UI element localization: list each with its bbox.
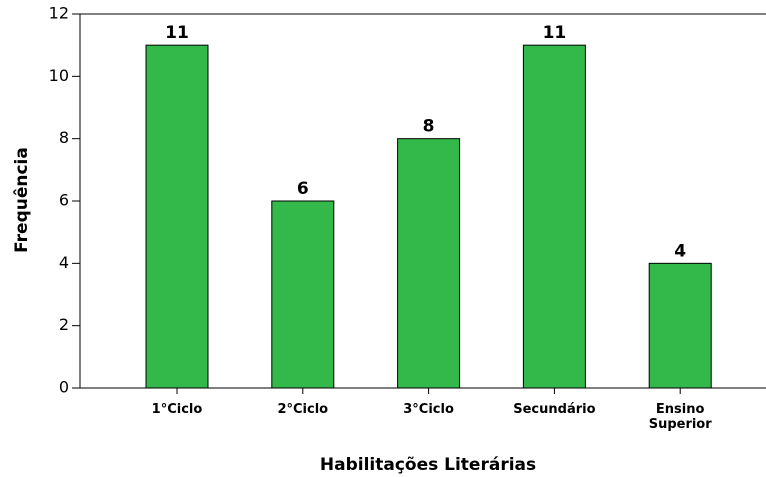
bar bbox=[271, 200, 335, 389]
y-tick-label: 0 bbox=[59, 378, 69, 397]
x-tick-label: Ensino Superior bbox=[648, 402, 712, 432]
y-tick-label: 10 bbox=[49, 66, 69, 85]
data-label: 11 bbox=[543, 23, 567, 43]
x-tick-label: 1°Ciclo bbox=[151, 402, 203, 417]
data-label: 6 bbox=[297, 179, 309, 199]
y-tick-label: 12 bbox=[49, 4, 69, 23]
y-tick-label: 2 bbox=[59, 315, 69, 334]
data-label: 8 bbox=[423, 117, 435, 137]
bar bbox=[397, 138, 461, 389]
bar bbox=[648, 262, 712, 389]
y-axis-title: Frequência bbox=[12, 147, 32, 253]
data-label: 11 bbox=[165, 23, 189, 43]
x-tick-label: 2°Ciclo bbox=[277, 402, 329, 417]
data-label: 4 bbox=[674, 241, 686, 261]
x-tick-label: 3°Ciclo bbox=[403, 402, 454, 417]
x-tick-label: Secundário bbox=[513, 402, 596, 417]
y-tick-label: 6 bbox=[59, 191, 69, 210]
y-tick-label: 8 bbox=[59, 128, 69, 147]
y-tick-label: 4 bbox=[59, 253, 69, 272]
bar bbox=[522, 44, 586, 389]
bar bbox=[145, 44, 209, 389]
x-axis-title: Habilitações Literárias bbox=[320, 455, 536, 475]
